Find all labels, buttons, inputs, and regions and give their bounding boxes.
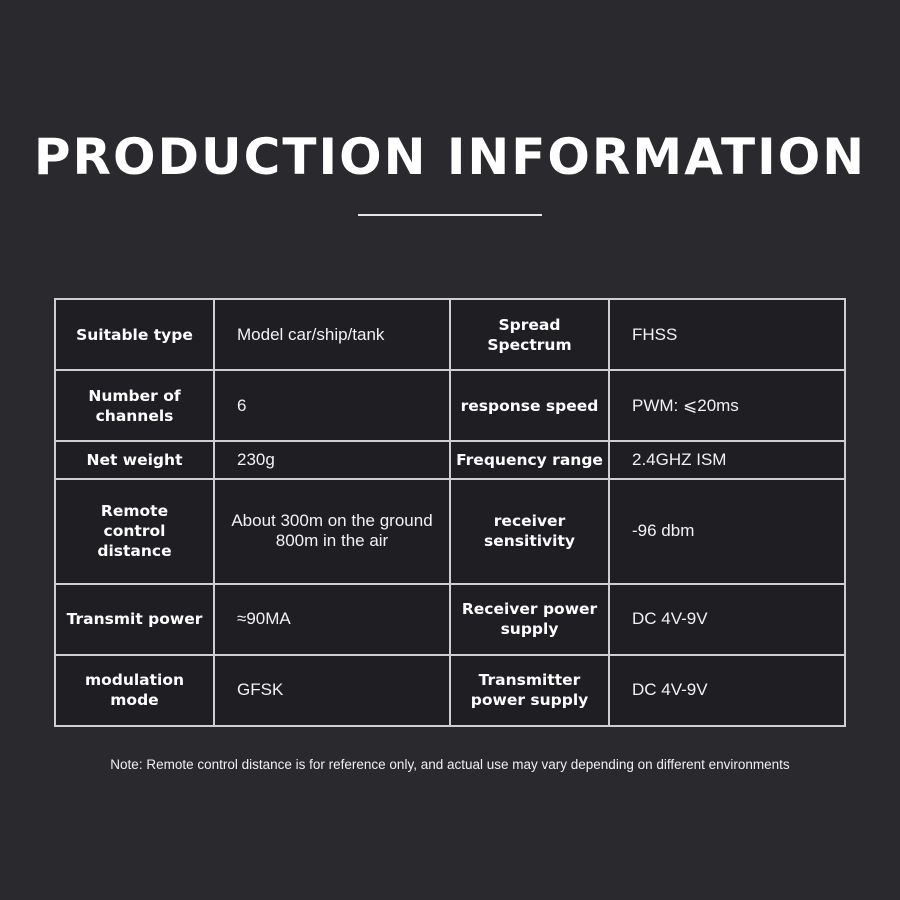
- spec-label: response speed: [449, 369, 610, 443]
- spec-value: 6: [213, 369, 451, 443]
- spec-label: Transmit power: [54, 582, 215, 656]
- spec-value: 230g: [213, 440, 451, 480]
- table-row: Transmit power ≈90MA Receiver power supply…: [54, 582, 846, 656]
- page-title: PRODUCTION INFORMATION: [33, 128, 867, 186]
- table-row: Number of channels 6 response speed PWM: ⩽2…: [54, 369, 846, 443]
- table-row: Suitable type Model car/ship/tank Spread S…: [54, 297, 846, 372]
- table-row: modulation mode GFSK Transmitter power sup…: [54, 653, 846, 728]
- spec-value: 2.4GHZ ISM: [608, 440, 846, 480]
- spec-label: Number of channels: [54, 369, 215, 443]
- spec-value: PWM: ⩽20ms: [608, 369, 846, 443]
- spec-value: FHSS: [608, 297, 846, 372]
- footnote: Note: Remote control distance is for ref…: [110, 757, 790, 772]
- spec-label: Remote control distance: [54, 477, 215, 585]
- spec-value: DC 4V-9V: [608, 653, 846, 728]
- spec-label: Suitable type: [54, 297, 215, 372]
- table-row: Remote control distance About 300m on the…: [54, 477, 846, 585]
- spec-label: modulation mode: [54, 653, 215, 728]
- spec-value: ≈90MA: [213, 582, 451, 656]
- spec-label: Receiver power supply: [449, 582, 610, 656]
- spec-value: -96 dbm: [608, 477, 846, 585]
- spec-value: About 300m on the ground 800m in the air: [213, 477, 451, 585]
- spec-value: DC 4V-9V: [608, 582, 846, 656]
- spec-label: Spread Spectrum: [449, 297, 610, 372]
- title-divider: [358, 214, 542, 216]
- spec-table: Suitable type Model car/ship/tank Spread S…: [54, 297, 846, 728]
- table-row: Net weight 230g Frequency range 2.4GHZ ISM: [54, 440, 846, 480]
- spec-label: Transmitter power supply: [449, 653, 610, 728]
- spec-label: Frequency range: [449, 440, 610, 480]
- spec-value: Model car/ship/tank: [213, 297, 451, 372]
- spec-label: receiver sensitivity: [449, 477, 610, 585]
- spec-value: GFSK: [213, 653, 451, 728]
- spec-label: Net weight: [54, 440, 215, 480]
